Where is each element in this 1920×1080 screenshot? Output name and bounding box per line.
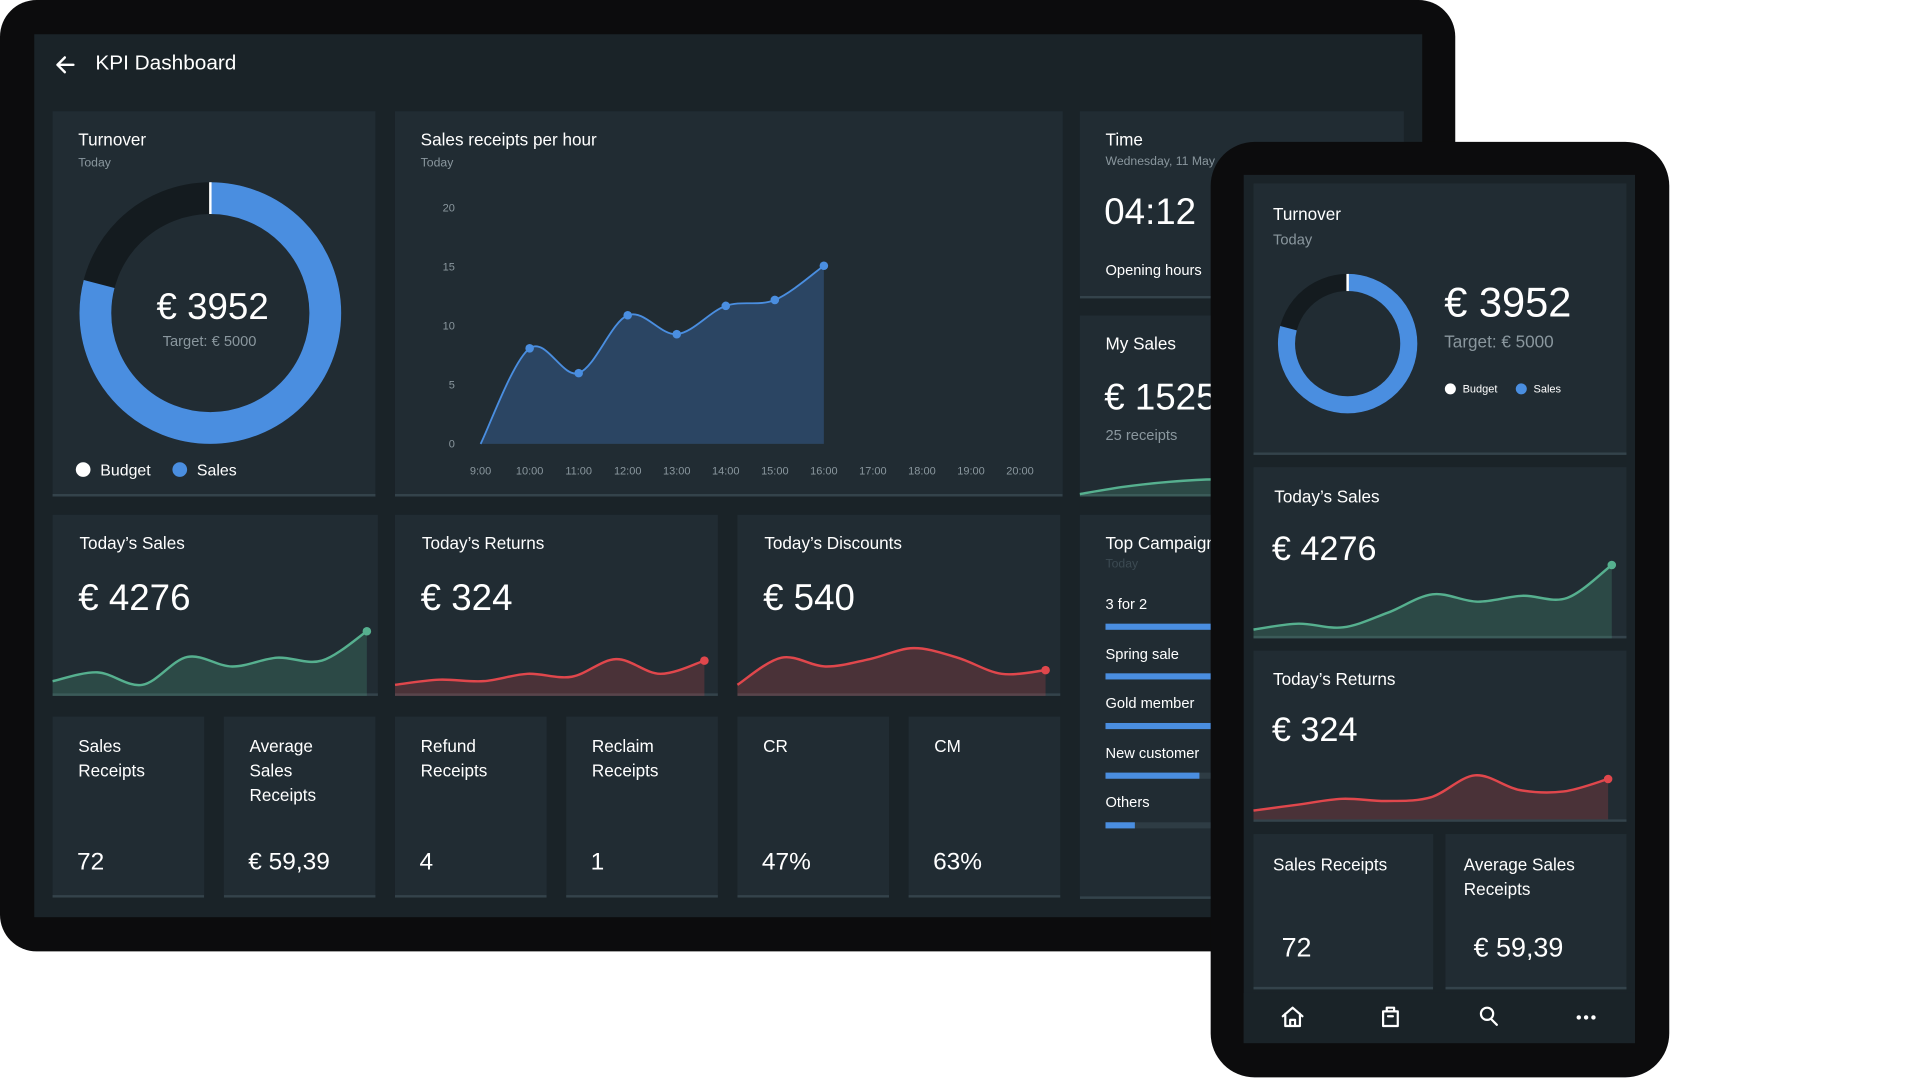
tile [1445,834,1627,990]
kpi-value: € 324 [420,578,513,619]
tile-value: € 59,39 [248,848,330,876]
kpi-value: € 324 [1271,710,1358,749]
caption: 25 receipts [1105,426,1178,444]
kpi-value: € 4276 [1271,529,1377,568]
tile-value: 1 [590,848,605,876]
tile-label: Average Sales Receipts [249,736,317,805]
card-subtitle: Today [420,156,454,170]
donut-target: Target: € 5000 [1444,331,1554,351]
tile-value: 63% [933,848,983,876]
card-title: Today’s Returns [1273,668,1396,689]
tile-label: Sales Receipts [78,736,145,781]
tile [737,716,890,898]
card-title: Time [1105,129,1143,150]
legend-label: Budget [100,461,151,480]
nav-bar [1243,992,1636,1044]
tile [1253,834,1434,990]
kpi-value: € 540 [763,578,855,619]
clock: 04:12 [1104,191,1197,233]
tile-value: 47% [761,848,811,876]
card-title: Sales receipts per hour [420,129,597,150]
card-title: Today’s Discounts [764,533,902,553]
tile-label: CM [934,736,961,756]
card-subtitle: Today [1105,557,1139,572]
donut-target: Target: € 5000 [162,332,257,350]
card-title: Top Campaigns [1105,533,1225,553]
tile-label: Reclaim Receipts [591,736,659,781]
card-title: Today’s Returns [421,533,545,553]
campaign-label: Gold member [1105,694,1195,712]
legend-label: Sales [1533,382,1562,395]
tile-label: Average Sales Receipts [1463,854,1575,899]
tile-value: 72 [77,848,105,876]
donut-value: € 3952 [1444,280,1572,327]
card-title: Turnover [78,129,147,150]
tile [566,716,718,898]
tile-value: 72 [1281,931,1312,963]
tile-value: € 59,39 [1473,931,1564,963]
campaign-label: Others [1105,794,1150,812]
tile-label: Sales Receipts [1273,854,1388,875]
caption: Opening hours [1105,261,1202,279]
campaign-label: Spring sale [1105,645,1179,663]
card-subtitle: Today [78,156,111,170]
kpi-value: € 4276 [78,578,191,619]
campaign-label: 3 for 2 [1105,595,1148,613]
card-title: My Sales [1105,333,1176,354]
tile-label: CR [763,736,788,756]
card [394,111,1063,497]
legend-label: Budget [1462,382,1498,395]
card-title: Today’s Sales [1274,486,1380,507]
date: Wednesday, 11 May [1105,155,1215,169]
card-title: Today’s Sales [79,533,185,553]
page-title: KPI Dashboard [95,51,237,75]
kpi-value: € 1525 [1104,377,1217,419]
card-title: Turnover [1273,204,1341,224]
tile [52,716,205,898]
tile [394,716,547,898]
tile-value: 4 [419,848,434,876]
campaign-label: New customer [1105,744,1200,762]
tile [223,716,376,898]
card-subtitle: Today [1273,231,1313,249]
tile [908,716,1061,898]
donut-value: € 3952 [156,287,269,328]
legend-label: Sales [196,461,237,480]
tile-label: Refund Receipts [420,736,488,781]
